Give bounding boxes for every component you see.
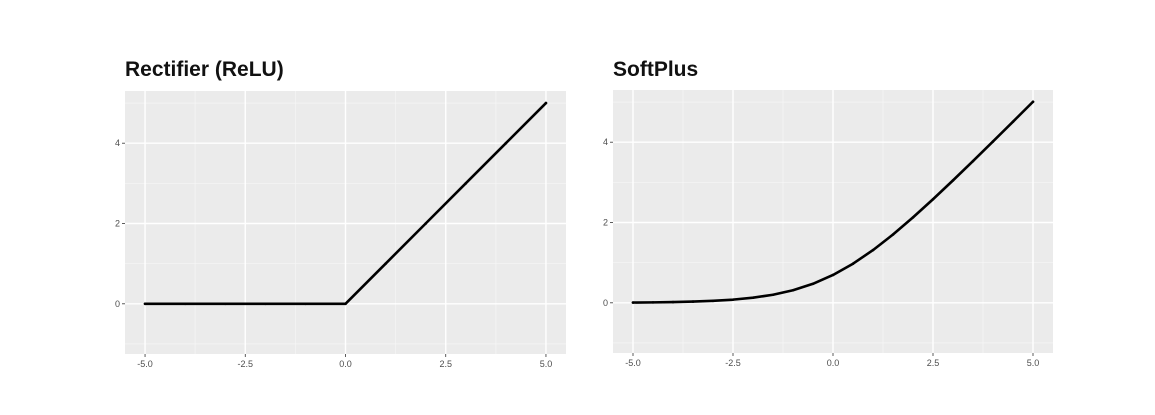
y-tick-label: 0 — [115, 299, 120, 309]
y-tick-label: 0 — [603, 298, 608, 308]
data-point — [671, 300, 675, 304]
x-tick-label: 5.0 — [1027, 358, 1040, 368]
chart-title-relu: Rectifier (ReLU) — [125, 58, 284, 81]
data-point — [711, 299, 715, 303]
data-point — [1031, 100, 1035, 104]
data-point — [791, 288, 795, 292]
data-point — [871, 248, 875, 252]
data-point — [464, 182, 468, 185]
y-tick-label: 4 — [603, 137, 608, 147]
x-tick-label: -5.0 — [137, 359, 153, 369]
data-point — [931, 197, 935, 201]
chart-title-softplus: SoftPlus — [613, 58, 699, 81]
x-tick-label: -2.5 — [725, 358, 741, 368]
data-point — [223, 302, 227, 306]
data-point — [751, 296, 755, 300]
data-point — [971, 159, 975, 163]
data-point — [1011, 120, 1015, 123]
x-tick-label: -5.0 — [625, 358, 641, 368]
data-point — [424, 222, 427, 225]
data-point — [183, 302, 187, 306]
data-point — [851, 262, 855, 266]
data-point — [264, 302, 267, 306]
chart-relu: -5.0 -2.5 0.0 2.5 5.0 0 2 4 — [115, 91, 566, 369]
x-tick-label: -2.5 — [238, 359, 254, 369]
x-tick-label: 5.0 — [540, 359, 553, 369]
data-point — [651, 301, 655, 304]
data-point — [504, 141, 508, 145]
x-tick-label: 0.0 — [339, 359, 352, 369]
data-point — [344, 302, 347, 306]
y-tick-label: 2 — [603, 218, 608, 228]
data-point — [631, 301, 635, 304]
data-point — [991, 140, 995, 143]
y-tick-label: 2 — [115, 219, 120, 229]
x-tick-label: 2.5 — [927, 358, 940, 368]
data-point — [811, 282, 815, 286]
data-point — [951, 179, 955, 182]
chart-softplus: -5.0 -2.5 0.0 2.5 5.0 0 2 4 — [603, 90, 1053, 368]
data-point — [304, 302, 307, 306]
data-point — [771, 293, 775, 297]
x-tick-label: 2.5 — [439, 359, 452, 369]
data-point — [731, 298, 735, 301]
x-tick-label: 0.0 — [827, 358, 840, 368]
y-tick-label: 4 — [115, 138, 120, 148]
data-point — [544, 101, 548, 105]
data-point — [384, 262, 387, 265]
data-point — [691, 300, 695, 303]
data-point — [831, 273, 835, 277]
data-point — [911, 216, 915, 219]
data-point — [891, 233, 895, 236]
data-point — [143, 302, 147, 306]
